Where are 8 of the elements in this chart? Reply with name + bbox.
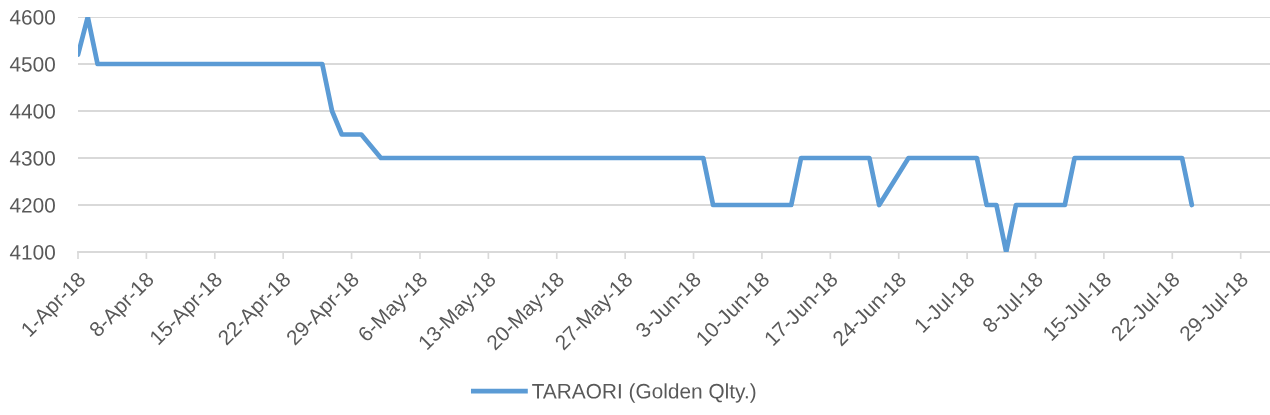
y-tick-label: 4100 [9,245,55,260]
y-tick-label: 4500 [9,57,55,72]
y-tick-label: 4200 [9,198,55,213]
y-tick-label: 4600 [9,10,55,25]
legend-label: TARAORI (Golden Qlty.) [532,383,756,403]
y-tick-label: 4300 [9,151,55,166]
line-series [78,17,1195,252]
y-tick-label: 4400 [9,104,55,119]
